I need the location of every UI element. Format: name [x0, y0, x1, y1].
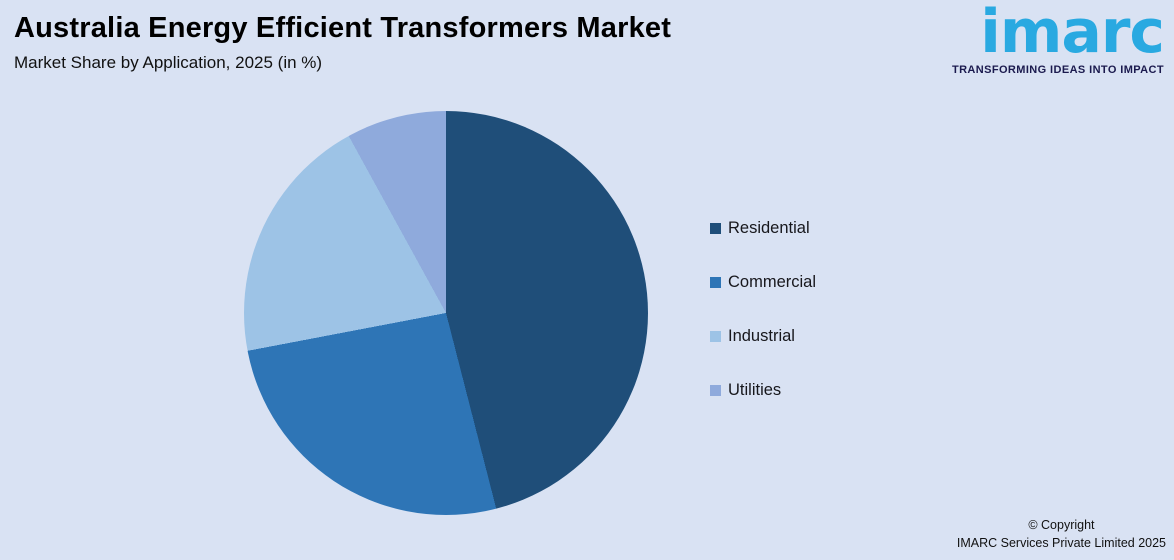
- legend-marker: [710, 384, 721, 396]
- legend-label: Residential: [728, 218, 810, 237]
- legend-item-commercial: Commercial: [710, 270, 816, 294]
- copyright-notice: © Copyright IMARC Services Private Limit…: [957, 516, 1166, 552]
- legend-label: Utilities: [728, 380, 782, 399]
- legend-label: Industrial: [728, 326, 795, 345]
- imarc-logo-wordmark: imarc: [980, 0, 1165, 67]
- legend-label: Commercial: [728, 272, 817, 291]
- chart-legend: Residential Commercial Industrial Utilit…: [710, 216, 816, 402]
- copyright-line2: IMARC Services Private Limited 2025: [956, 535, 1166, 550]
- page-subtitle: Market Share by Application, 2025 (in %): [14, 53, 323, 73]
- pie-chart: [244, 111, 648, 515]
- legend-marker: [710, 276, 721, 288]
- page-title: Australia Energy Efficient Transformers …: [14, 12, 672, 44]
- chart-header: Australia Energy Efficient Transformers …: [14, 12, 671, 73]
- legend-marker: [710, 330, 721, 342]
- copyright-line1: © Copyright: [1028, 517, 1095, 532]
- imarc-logo-tagline: TRANSFORMING IDEAS INTO IMPACT: [951, 64, 1164, 76]
- legend-item-industrial: Industrial: [710, 324, 816, 348]
- imarc-logo: imarc TRANSFORMING IDEAS INTO IMPACT: [951, 0, 1165, 76]
- legend-item-utilities: Utilities: [710, 378, 816, 402]
- legend-item-residential: Residential: [710, 216, 816, 240]
- legend-marker: [710, 222, 721, 234]
